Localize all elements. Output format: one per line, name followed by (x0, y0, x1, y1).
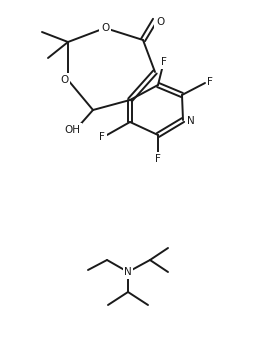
Text: O: O (101, 23, 109, 33)
Text: O: O (60, 75, 68, 85)
Text: F: F (155, 154, 161, 164)
Text: F: F (99, 132, 105, 142)
Text: N: N (187, 116, 195, 126)
Text: N: N (124, 267, 132, 277)
Text: F: F (207, 77, 213, 87)
Text: O: O (156, 17, 164, 27)
Text: F: F (161, 57, 167, 67)
Text: OH: OH (64, 125, 80, 135)
